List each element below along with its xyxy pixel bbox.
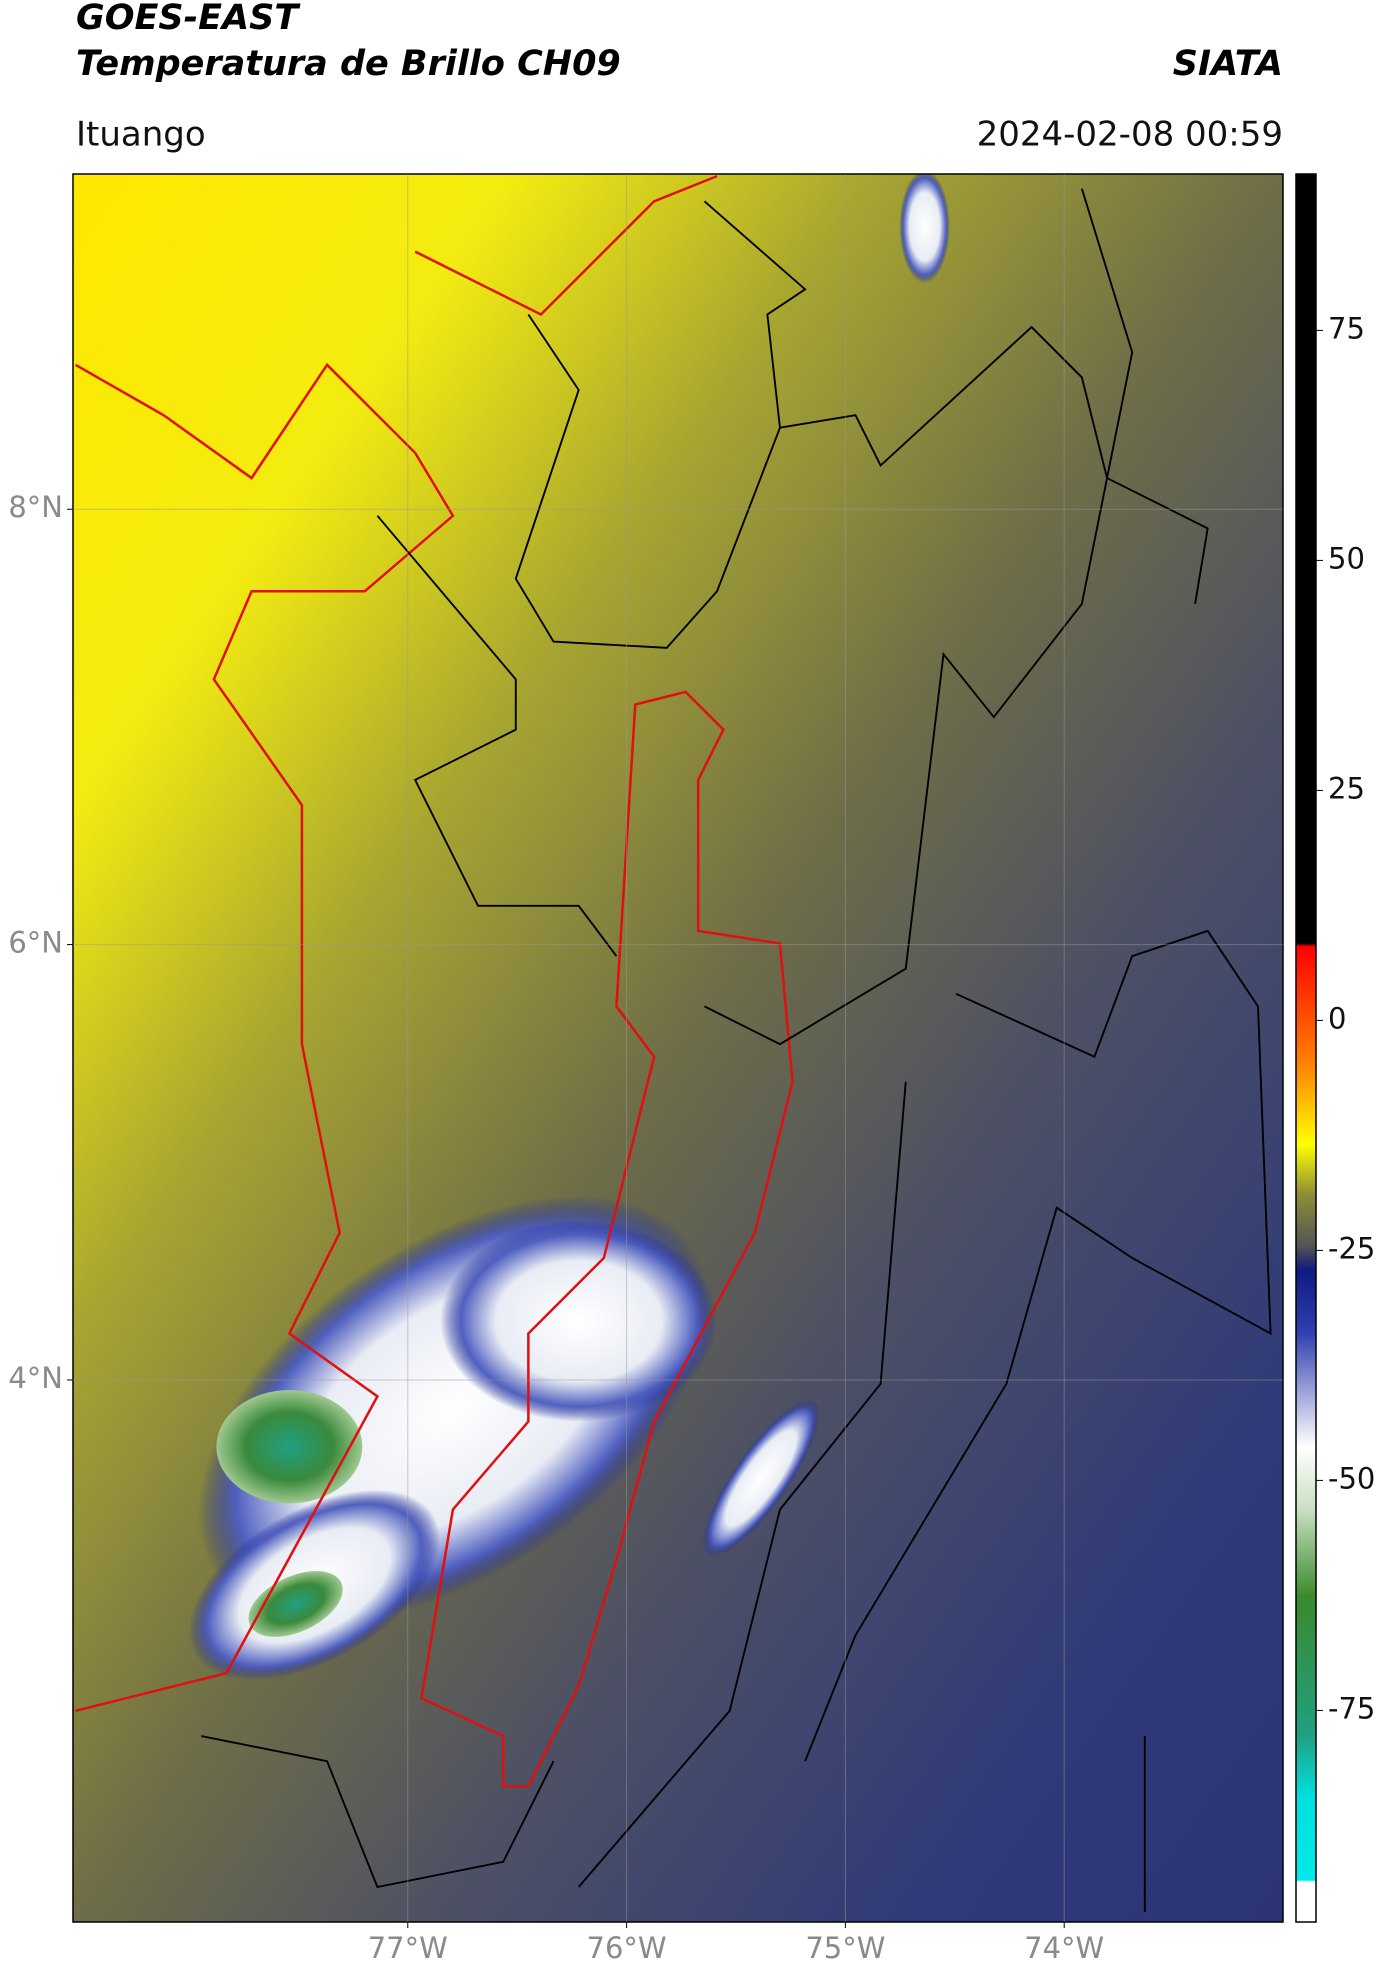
colorbar-tick-label: 75 <box>1328 311 1365 345</box>
map-image <box>73 174 1283 1922</box>
x-tick-label: 74°W <box>1024 1931 1104 1965</box>
colorbar-tick-label: -25 <box>1328 1231 1375 1265</box>
x-tick-label: 76°W <box>587 1931 667 1965</box>
region: Ituango <box>76 115 206 155</box>
colorbar-tick-label: 0 <box>1328 1001 1346 1035</box>
y-tick-label: 8°N <box>8 490 63 524</box>
colorbar-tick-label: -75 <box>1328 1691 1375 1725</box>
title: GOES-EAST <box>76 0 301 38</box>
colorbar-tick-label: -50 <box>1328 1461 1375 1495</box>
timestamp: 2024-02-08 00:59 <box>977 115 1283 155</box>
subtitle: Temperatura de Brillo CH09 <box>76 44 621 84</box>
colorbar-tick-label: 25 <box>1328 771 1365 805</box>
y-tick-label: 6°N <box>8 926 63 960</box>
x-tick-label: 75°W <box>805 1931 885 1965</box>
brand: SIATA <box>1173 44 1283 84</box>
map-frame <box>72 173 1284 1923</box>
x-tick-label: 77°W <box>368 1931 448 1965</box>
y-tick-label: 4°N <box>8 1361 63 1395</box>
colorbar-tick-label: 50 <box>1328 541 1365 575</box>
colorbar <box>1295 173 1317 1923</box>
